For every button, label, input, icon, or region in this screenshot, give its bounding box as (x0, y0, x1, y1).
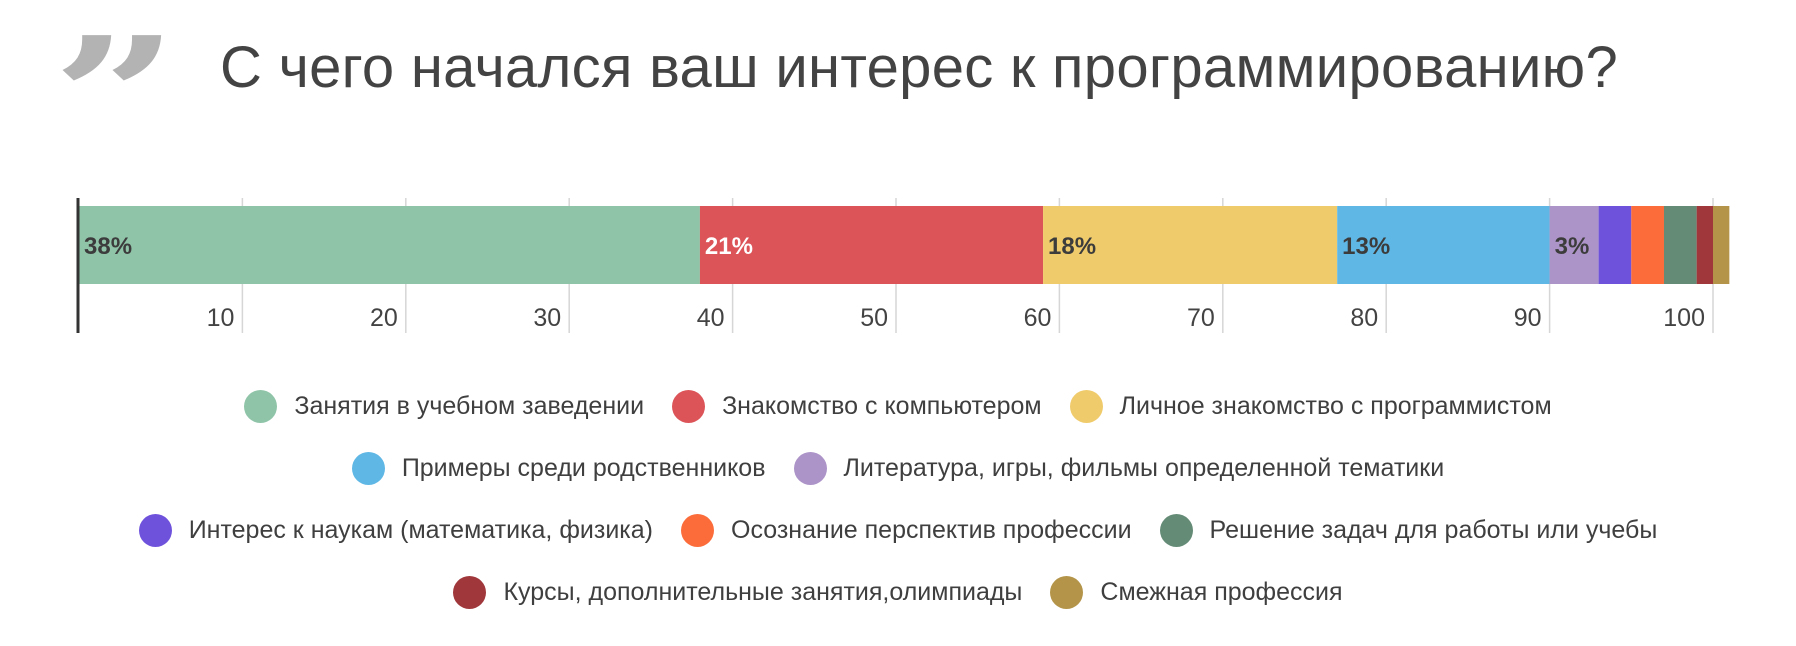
bar-segment (1713, 206, 1730, 284)
legend-label: Решение задач для работы или учебы (1209, 515, 1658, 544)
legend-swatch (1159, 513, 1193, 547)
x-tick-label: 70 (1187, 304, 1215, 332)
x-tick-label: 90 (1514, 304, 1542, 332)
legend-swatch (681, 513, 714, 547)
legend-label: Литература, игры, фильмы определенной те… (843, 453, 1445, 482)
bar-segment (79, 206, 700, 284)
legend-swatch (672, 389, 706, 423)
legend-row: Занятия в учебном заведении Знакомство с … (30, 375, 1766, 437)
legend-swatch (1050, 575, 1084, 609)
legend-row: Интерес к наукам (математика, физика) Осо… (30, 499, 1766, 561)
legend-label: Занятия в учебном заведении (294, 391, 645, 420)
data-label: 13% (1342, 233, 1390, 260)
bar-segment (699, 206, 1044, 284)
legend-label: Осознание перспектив профессии (731, 515, 1132, 544)
bar-segment (1631, 206, 1664, 284)
x-tick-label: 100 (1663, 304, 1705, 332)
legend-row: Курсы, дополнительные занятия,олимпиады С… (30, 561, 1766, 623)
data-label: 18% (1048, 233, 1096, 260)
x-tick-label: 50 (860, 304, 888, 332)
legend-item: Интерес к наукам (математика, физика) (138, 513, 653, 547)
legend-swatch (244, 389, 278, 423)
legend-swatch (793, 451, 827, 485)
legend-swatch (1069, 389, 1103, 423)
data-label: 38% (84, 233, 132, 260)
x-tick-label: 80 (1350, 304, 1378, 332)
legend-item: Решение задач для работы или учебы (1159, 513, 1658, 547)
stacked-bar-chart: 38% 21% 18% 13% 3% 10 20 30 40 50 60 70 80 90 100 (76, 198, 1730, 333)
legend-label: Курсы, дополнительные занятия,олимпиады (503, 577, 1023, 606)
legend-swatch (453, 575, 487, 609)
legend-swatch (351, 451, 385, 485)
x-tick-label: 20 (370, 304, 398, 332)
x-tick-label: 10 (207, 304, 235, 332)
bar-segment (1696, 206, 1713, 284)
legend-item: Примеры среди родственников (351, 451, 766, 485)
chart-legend: Занятия в учебном заведении Знакомство с … (30, 375, 1766, 623)
legend-item: Осознание перспектив профессии (681, 513, 1132, 547)
x-tick-label: 60 (1024, 304, 1052, 332)
bar-segment (1663, 206, 1697, 284)
legend-label: Знакомство с компьютером (722, 391, 1042, 420)
legend-item: Личное знакомство с программистом (1069, 389, 1552, 423)
data-label: 21% (705, 233, 753, 260)
bar-segment (1598, 206, 1632, 284)
legend-label: Смежная профессия (1100, 577, 1343, 606)
bar-segment (1549, 206, 1599, 284)
legend-item: Курсы, дополнительные занятия,олимпиады (453, 575, 1023, 609)
bar-segment (1043, 206, 1338, 284)
legend-label: Личное знакомство с программистом (1119, 391, 1552, 420)
closing-quote-icon: ” (52, 1, 179, 189)
legend-item: Литература, игры, фильмы определенной те… (793, 451, 1445, 485)
x-tick-label: 30 (533, 304, 561, 332)
legend-label: Примеры среди родственников (401, 453, 766, 482)
data-label: 3% (1555, 233, 1590, 260)
legend-swatch (138, 513, 172, 547)
legend-item: Занятия в учебном заведении (244, 389, 645, 423)
x-tick-label: 40 (697, 304, 725, 332)
bar-segment (1337, 206, 1550, 284)
legend-item: Смежная профессия (1050, 575, 1343, 609)
legend-row: Примеры среди родственников Литература, и… (30, 437, 1766, 499)
legend-item: Знакомство с компьютером (672, 389, 1042, 423)
chart-title: С чего начался ваш интерес к программиро… (220, 35, 1619, 100)
legend-label: Интерес к наукам (математика, физика) (188, 515, 653, 544)
